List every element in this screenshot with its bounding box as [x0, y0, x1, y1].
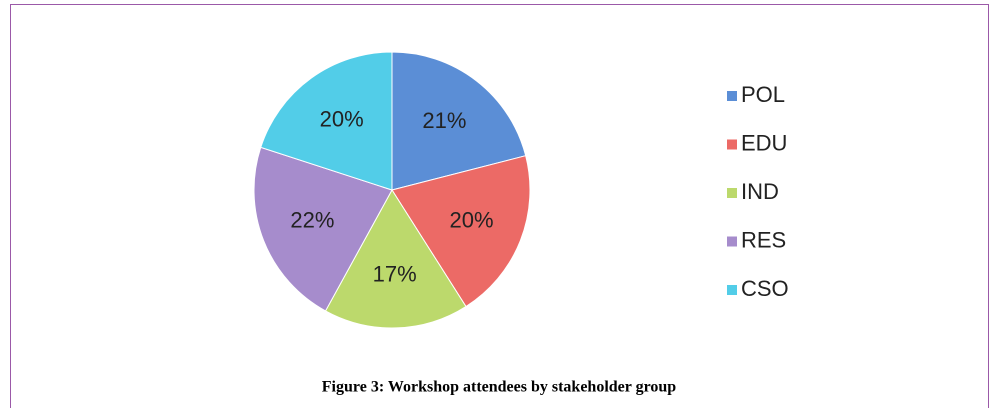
- data-label: 20%: [450, 207, 494, 232]
- pie-slice: [253, 146, 393, 312]
- legend-label: RES: [741, 227, 786, 252]
- legend-label: IND: [741, 179, 779, 204]
- pie-slice: [391, 51, 527, 191]
- data-label: 22%: [290, 207, 334, 232]
- data-label: 17%: [373, 261, 417, 286]
- legend-swatch: [727, 188, 737, 198]
- legend-swatch: [727, 139, 737, 150]
- pie-slice: [260, 51, 393, 191]
- frame: [10, 4, 989, 408]
- pie-slice: [324, 189, 467, 329]
- data-label: 20%: [320, 107, 364, 132]
- legend-swatch: [727, 91, 737, 101]
- caption: Figure 3: Workshop attendees by stakehol…: [322, 379, 677, 396]
- legend-swatch: [727, 285, 737, 295]
- legend-label: POL: [741, 82, 785, 107]
- data-label: 21%: [422, 108, 466, 133]
- legend-label: CSO: [741, 276, 789, 301]
- pie-slice: [391, 155, 531, 308]
- legend-swatch: [727, 236, 737, 247]
- legend-label: EDU: [741, 130, 787, 155]
